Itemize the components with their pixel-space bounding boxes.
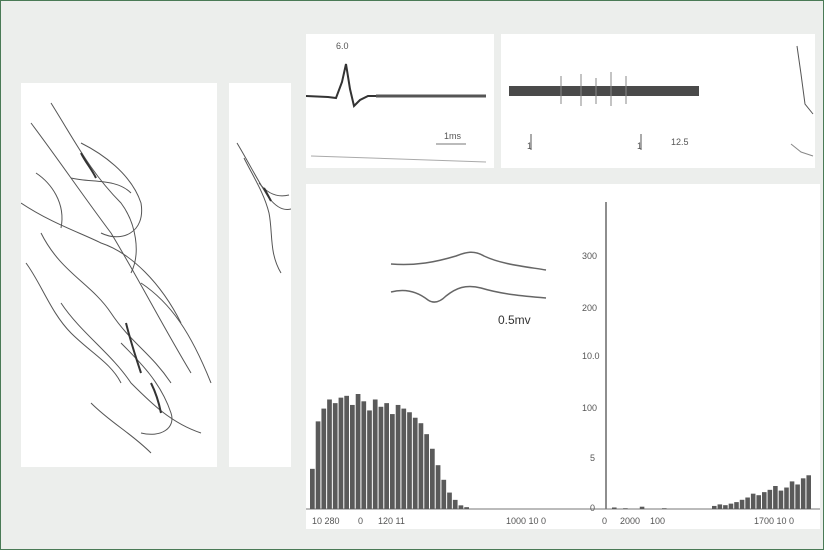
hist-right-ytick-2: 200 (582, 303, 598, 313)
hist-left-bar (355, 394, 361, 509)
waveform-scale-label: 1ms (444, 131, 462, 141)
hist-left-bar (338, 397, 344, 509)
hist-left-bar (435, 465, 441, 509)
hist-right-bar (773, 486, 778, 509)
hist-right-bar (756, 495, 761, 509)
hist-left-bar (344, 395, 349, 509)
hist-left-bar (395, 404, 401, 509)
histogram-left (310, 394, 469, 509)
hist-right-bar (762, 492, 767, 509)
hist-right-bar (784, 487, 789, 509)
hist-left-bar (367, 410, 372, 509)
hist-right-bar (723, 505, 728, 509)
hist-left-bar (310, 468, 315, 509)
hist-right-ytick-1: 300 (582, 251, 598, 261)
overlay-label: 0.5mv (498, 313, 531, 327)
spike-train-tick-1: 1 (527, 141, 533, 151)
axon-drawing (236, 142, 291, 274)
hist-left-bar (361, 401, 367, 509)
hist-left-bar (401, 408, 407, 509)
hist-right-xtick-4: 1700 10 0 (754, 516, 795, 526)
hist-left-bar (412, 417, 418, 509)
spike-train-panel: 1 1 12.5 (501, 34, 815, 168)
hist-right-bar (750, 493, 756, 509)
hist-left-bar (407, 412, 412, 509)
hist-left-bar (424, 434, 429, 509)
hist-right-ytick-3: 10.0 (582, 351, 600, 361)
hist-right-bar (778, 490, 784, 509)
hist-right-xtick-2: 2000 (620, 516, 641, 526)
histogram-panel: 0.5mv 10 280 0 120 11 1000 10 0 300 200 … (306, 184, 820, 529)
spike-train (509, 45, 814, 157)
hist-right-bar (800, 478, 806, 509)
spike-waveform (306, 63, 487, 163)
hist-left-bar (458, 505, 464, 509)
spike-train-tick-3: 12.5 (671, 137, 689, 147)
hist-right-bar (806, 475, 811, 509)
hist-left-bar (332, 403, 338, 509)
hist-right-bar (712, 505, 717, 509)
hist-left-bar (378, 406, 384, 509)
hist-right-bar (745, 497, 750, 509)
hist-right-xtick-3: 100 (650, 516, 666, 526)
hist-right-bar (795, 484, 800, 509)
hist-right-bar (717, 504, 723, 509)
hist-right-bar (789, 481, 795, 509)
hist-left-bar (327, 399, 332, 509)
hist-left-bar (464, 507, 469, 509)
waveform-panel: 6.0 1ms (306, 34, 494, 168)
hist-left-bar (447, 492, 452, 509)
hist-left-bar (372, 399, 378, 509)
hist-left-bar (452, 499, 458, 509)
hist-left-bar (315, 421, 321, 509)
hist-left-bar (441, 479, 447, 509)
axon-drawing-panel (229, 83, 291, 467)
hist-right-ytick-5: 5 (590, 453, 596, 463)
hist-left-xtick-1: 10 280 (312, 516, 340, 526)
spike-train-tick-2: 1 (637, 141, 643, 151)
neuron-drawing (21, 102, 212, 454)
hist-right-bar (662, 508, 667, 509)
hist-left-bar (390, 414, 395, 509)
hist-right-ytick-4: 100 (582, 403, 598, 413)
hist-right-bar (734, 502, 739, 509)
hist-left-bar (321, 408, 327, 509)
hist-left-xtick-3: 120 11 (378, 516, 405, 526)
hist-left-bar (384, 403, 389, 509)
hist-right-bar (639, 506, 645, 509)
hist-right-xtick-1: 0 (602, 516, 608, 526)
hist-left-xtick-2: 0 (358, 516, 364, 526)
neuron-drawing-panel (21, 83, 217, 467)
histogram-right (612, 475, 811, 509)
hist-left-xtick-4: 1000 10 0 (506, 516, 547, 526)
hist-right-bar (728, 503, 734, 509)
hist-right-bar (612, 507, 617, 509)
waveform-peak-label: 6.0 (336, 41, 349, 51)
hist-left-bar (350, 404, 355, 509)
hist-right-bar (739, 499, 745, 509)
hist-left-bar (418, 423, 424, 509)
hist-right-bar (623, 508, 628, 509)
hist-left-bar (430, 448, 435, 509)
hist-right-ytick-6: 0 (590, 503, 596, 513)
hist-right-bar (767, 489, 773, 509)
